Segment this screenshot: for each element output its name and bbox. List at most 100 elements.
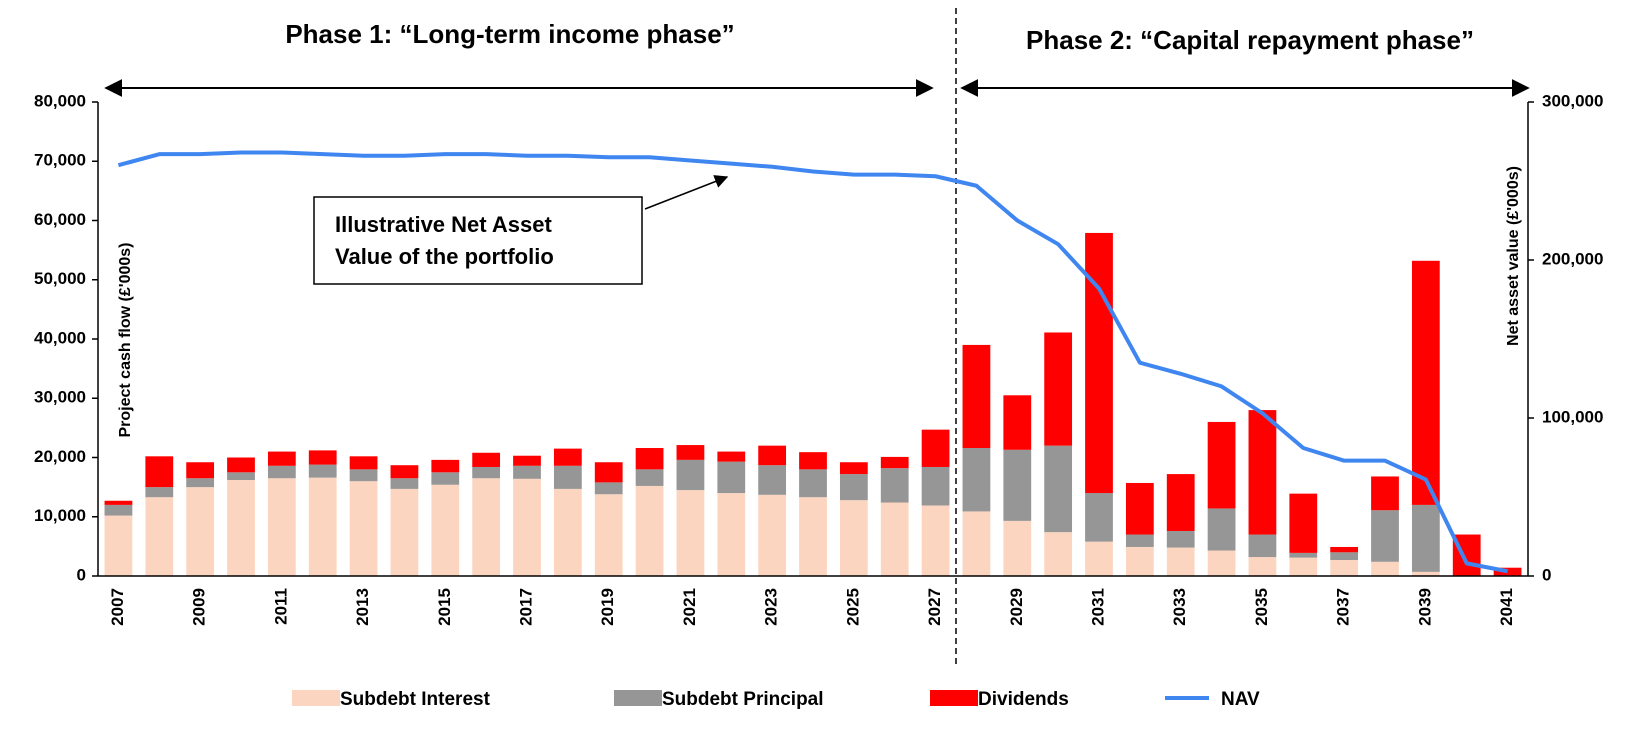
x-tick-label: 2007 [108, 588, 127, 626]
bar-segment [1248, 557, 1277, 576]
bar-segment [635, 469, 664, 486]
x-tick-label: 2037 [1334, 588, 1353, 626]
bar-segment [553, 448, 582, 466]
bar-segment [1371, 476, 1399, 511]
legend-label: Dividends [978, 689, 1069, 710]
bar-segment [390, 478, 419, 489]
bar-segment [1085, 232, 1113, 494]
y-tick-label: 10,000 [34, 506, 86, 525]
y-axis-label: Project cash flow (£'000s) [117, 243, 134, 438]
y2-tick-label: 200,000 [1542, 249, 1603, 268]
bar-segment [799, 469, 827, 498]
bar-segment [104, 500, 133, 505]
bar-segment [1003, 395, 1032, 450]
bar-segment [472, 478, 501, 576]
y-tick-label: 30,000 [34, 388, 86, 407]
bar-segment [1371, 510, 1399, 562]
bar-segment [676, 490, 705, 576]
bar-segment [1207, 421, 1236, 509]
bar-segment [308, 477, 337, 576]
bar-segment [1125, 546, 1154, 576]
bar-segment [921, 429, 950, 467]
bar-segment [145, 487, 174, 498]
x-tick-label: 2025 [843, 588, 862, 626]
x-tick-label: 2017 [516, 588, 535, 626]
plot-area [104, 232, 1522, 576]
bar-segment [186, 478, 215, 488]
bar-segment [1085, 493, 1113, 542]
legend-label: Subdebt Interest [340, 689, 491, 710]
bar-segment [390, 488, 419, 576]
nav-line [117, 150, 1508, 574]
bar-segment [758, 494, 787, 576]
bar-segment [962, 511, 991, 576]
bar-segment [1411, 504, 1440, 572]
x-tick-label: 2015 [435, 588, 454, 626]
x-tick-label: 2039 [1415, 588, 1434, 626]
y-tick-label: 0 [77, 565, 86, 584]
bar-segment [431, 472, 460, 485]
bar-segment [267, 451, 296, 466]
bar-segment [227, 472, 255, 481]
bar-segment [513, 455, 541, 466]
bar-segment [1166, 547, 1195, 576]
bar-segment [1125, 534, 1154, 547]
bar-segment [1371, 561, 1399, 576]
y-tick-label: 60,000 [34, 210, 86, 229]
bar-segment [349, 481, 378, 576]
x-tick-label: 2041 [1497, 588, 1516, 626]
bar-segment [431, 459, 460, 473]
bar-segment [717, 451, 746, 462]
y-tick-label: 70,000 [34, 151, 86, 170]
bar-segment [1166, 474, 1195, 531]
bar-segment [472, 452, 501, 467]
bar-segment [880, 456, 909, 469]
x-tick-label: 2019 [598, 588, 617, 626]
bar-segment [594, 494, 623, 576]
y-tick-label: 40,000 [34, 328, 86, 347]
bar-segment [758, 445, 787, 466]
bar-segment [431, 484, 460, 576]
bar-segment [227, 480, 255, 576]
bar-segment [676, 459, 705, 491]
bar-segment [1330, 552, 1359, 561]
legend-label: Subdebt Principal [662, 689, 824, 710]
bar-segment [1411, 571, 1440, 576]
bar-segment [1330, 560, 1359, 576]
bar-segment [472, 466, 501, 479]
bar-segment [186, 487, 215, 576]
bar-segment [717, 461, 746, 494]
bar-segment [349, 469, 378, 482]
x-tick-label: 2027 [925, 588, 944, 626]
bar-segment [1289, 557, 1318, 576]
bar-segment [839, 474, 868, 501]
bar-segment [962, 448, 991, 512]
legend-swatch [614, 690, 662, 706]
bar-segment [676, 445, 705, 460]
bar-segment [227, 457, 255, 473]
bar-segment [390, 465, 419, 479]
bar-segment [308, 450, 337, 465]
bar-segment [1493, 567, 1522, 576]
bar-segment [308, 464, 337, 478]
legend-swatch [292, 690, 340, 706]
bar-segment [635, 485, 664, 576]
x-tick-label: 2009 [190, 588, 209, 626]
bar-segment [349, 456, 378, 470]
bar-segment [145, 456, 174, 488]
y-tick-label: 80,000 [34, 91, 86, 110]
bar-segment [880, 502, 909, 576]
bar-segment [553, 465, 582, 489]
bar-segment [1330, 546, 1359, 553]
x-tick-label: 2031 [1088, 588, 1107, 626]
bar-segment [1248, 410, 1277, 535]
phase2-title: Phase 2: “Capital repayment phase” [1026, 25, 1474, 55]
bar-segment [758, 465, 787, 495]
x-tick-label: 2013 [353, 588, 372, 626]
bar-segment [1166, 530, 1195, 548]
bar-segment [1289, 552, 1318, 558]
bar-segment [1003, 520, 1032, 576]
x-tick-label: 2033 [1170, 588, 1189, 626]
bar-segment [513, 465, 541, 479]
annotation-line: Illustrative Net Asset [335, 212, 552, 237]
